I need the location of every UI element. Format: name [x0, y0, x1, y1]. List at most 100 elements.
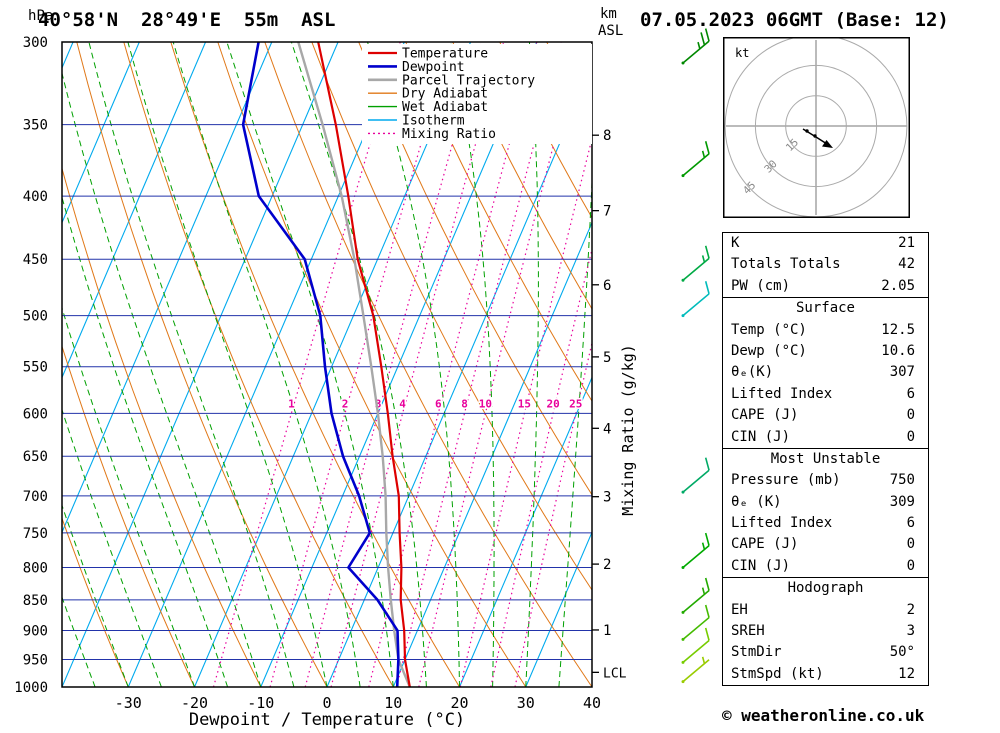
wind-barb-half-feather [701, 656, 706, 664]
wind-barb-staff [682, 589, 710, 614]
wind-barb-feather [704, 532, 710, 546]
copyright: © weatheronline.co.uk [722, 706, 925, 725]
wind-barb [681, 141, 710, 178]
isotherm-line [193, 42, 472, 687]
isotherm-line [62, 42, 140, 225]
pressure-tick-label: 850 [23, 593, 48, 609]
wind-barb-feather [704, 604, 710, 618]
wet-adiabat-line [127, 42, 328, 687]
table-row: CIN (J) 0 [723, 427, 928, 448]
mixing-ratio-label: 6 [435, 397, 442, 410]
isotherm-line [525, 530, 592, 687]
wind-barb [681, 28, 710, 65]
wet-adiabat-line [62, 595, 96, 687]
plot-border [61, 41, 593, 688]
wind-barb [681, 604, 710, 641]
indices-tables: K 21 Totals Totals 42 PW (cm) 2.05 Surface Temp… [722, 232, 929, 687]
row-label: SREH [731, 623, 765, 640]
row-label: StmSpd (kt) [731, 665, 824, 682]
wind-barb [681, 457, 710, 494]
mixing-ratio-label: 15 [518, 397, 531, 410]
table-row: Lifted Index 6 [723, 513, 928, 534]
wind-barb [681, 627, 710, 664]
isotherm-line [326, 66, 592, 687]
isotherm-line [127, 42, 405, 687]
pressure-tick-label: 950 [23, 653, 48, 669]
km-tick-label: 8 [603, 128, 611, 144]
pressure-tick-label: 700 [23, 489, 48, 505]
mixing-ratio-label: 20 [546, 397, 559, 410]
hodograph-border [723, 37, 910, 218]
pressure-tick-label: 500 [23, 309, 48, 325]
km-tick-label: 4 [603, 421, 611, 437]
row-value: 10.6 [881, 342, 915, 359]
hodograph-ring-label: 15 [784, 137, 801, 154]
table-row: K 21 [723, 233, 928, 254]
row-value: 0 [906, 557, 915, 574]
row-value: 307 [889, 364, 915, 381]
isotherm-line [62, 42, 273, 534]
table-row: Temp (°C) 12.5 [723, 320, 928, 341]
table-section-title: Hodograph [787, 580, 864, 597]
row-label: CIN (J) [731, 557, 791, 574]
row-value: 6 [906, 385, 915, 402]
datetime-title: 07.05.2023 06GMT (Base: 12) [640, 9, 949, 31]
km-unit-label: km [600, 6, 617, 22]
isotherm-line [260, 42, 538, 687]
temp-tick-label: 0 [322, 694, 331, 712]
wind-barb-feather [704, 457, 710, 471]
wind-barb-half-feather [701, 255, 706, 263]
row-label: EH [731, 601, 748, 618]
pressure-tick-label: 400 [23, 189, 48, 205]
km-tick-label: 7 [603, 204, 611, 220]
km-tick-label: 2 [603, 557, 611, 573]
wind-barb-half-feather [701, 587, 706, 595]
row-label: Pressure (mb) [731, 472, 841, 489]
mixing-ratio-line [368, 42, 538, 687]
row-value: 2 [906, 601, 915, 618]
mixing-ratio-label: 3 [375, 397, 382, 410]
table-row: Totals Totals 42 [723, 254, 928, 275]
mixing-ratio-axis-title: Mixing Ratio (g/kg) [619, 344, 637, 516]
pressure-tick-label: 1000 [14, 680, 48, 696]
dewpoint-curve [241, 42, 400, 687]
temp-tick-label: 20 [450, 694, 468, 712]
wind-barb-staff [682, 293, 710, 317]
wind-barb-staff [682, 257, 710, 281]
table-row: θₑ(K) 307 [723, 362, 928, 383]
table-row: Pressure (mb) 750 [723, 470, 928, 491]
x-axis-title: Dewpoint / Temperature (°C) [189, 710, 465, 730]
hodograph-ring [785, 95, 847, 157]
km-tick-label: 5 [603, 350, 611, 366]
legend-label: Wet Adiabat [402, 100, 488, 115]
row-value: 12 [898, 665, 915, 682]
row-label: Temp (°C) [731, 321, 807, 338]
wind-barb [681, 281, 710, 318]
mixing-ratio-label: 8 [461, 397, 468, 410]
wind-barb-feather [704, 281, 710, 295]
temp-tick-label: 40 [583, 694, 601, 712]
table-row: CAPE (J) 0 [723, 534, 928, 555]
wind-barb-staff [682, 616, 710, 641]
wind-barb-staff [682, 153, 710, 177]
table-row: StmSpd (kt) 12 [723, 664, 928, 685]
wind-barb-staff [682, 659, 710, 683]
wind-barb-feather [704, 245, 710, 259]
wind-barb-half-feather [697, 41, 701, 50]
wind-barb [681, 656, 710, 684]
row-label: θₑ (K) [731, 493, 782, 510]
row-label: CIN (J) [731, 428, 791, 445]
mixing-ratio-label: 1 [288, 397, 295, 410]
table-row: CIN (J) 0 [723, 556, 928, 577]
temperature-curve [317, 42, 411, 687]
parcel-trajectory-curve [297, 42, 411, 687]
station-title: 40°58'N 28°49'E 55m ASL [38, 9, 336, 31]
row-label: PW (cm) [731, 277, 791, 294]
row-value: 3 [906, 623, 915, 640]
row-value: 2.05 [881, 277, 915, 294]
mixing-ratio-label: 10 [479, 397, 492, 410]
wind-barb-feather [700, 32, 706, 46]
pressure-tick-label: 600 [23, 406, 48, 422]
table-row: Lifted Index 6 [723, 384, 928, 405]
row-value: 50° [889, 644, 915, 661]
